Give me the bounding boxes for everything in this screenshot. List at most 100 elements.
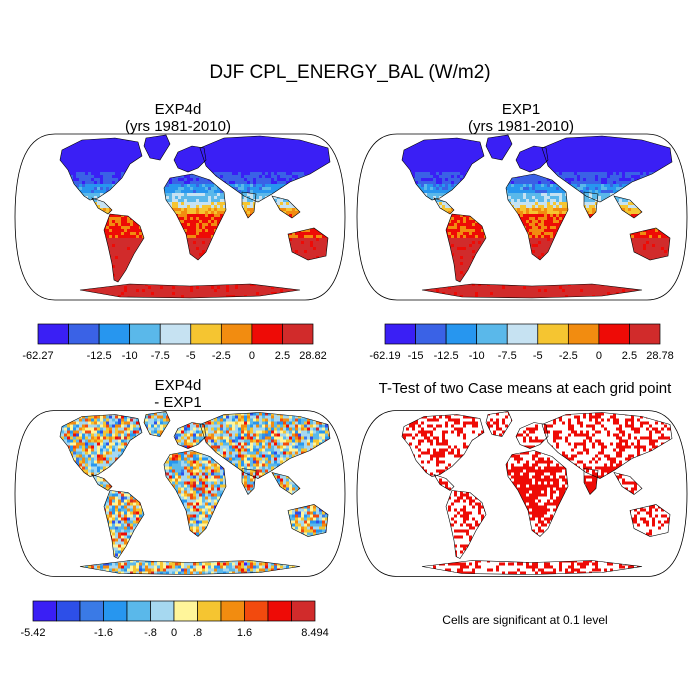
grid-cell	[121, 235, 124, 238]
grid-cell	[193, 193, 196, 196]
grid-cell	[178, 157, 181, 160]
grid-cell	[319, 151, 322, 154]
grid-cell	[187, 193, 190, 196]
grid-cell	[187, 223, 190, 226]
grid-cell	[175, 160, 178, 163]
grid-cell	[133, 226, 136, 229]
grid-cell	[277, 181, 280, 184]
grid-cell	[307, 160, 310, 163]
grid-cell	[121, 130, 124, 133]
grid-cell	[343, 139, 346, 142]
grid-cell	[286, 157, 289, 160]
grid-cell	[265, 136, 268, 139]
grid-cell	[244, 196, 247, 199]
grid-cell	[76, 145, 79, 148]
grid-cell	[349, 133, 350, 136]
grid-cell	[247, 178, 250, 181]
grid-cell	[289, 211, 292, 214]
grid-cell	[196, 238, 199, 241]
grid-cell	[100, 157, 103, 160]
grid-cell	[199, 253, 202, 256]
grid-cell	[187, 235, 190, 238]
grid-cell	[196, 247, 199, 250]
grid-cell	[244, 142, 247, 145]
grid-cell	[250, 199, 253, 202]
grid-cell	[85, 169, 88, 172]
grid-cell	[223, 160, 226, 163]
grid-cell	[10, 181, 13, 184]
grid-cell	[346, 151, 349, 154]
grid-cell	[109, 217, 112, 220]
grid-cell	[205, 208, 208, 211]
grid-cell	[298, 241, 301, 244]
grid-cell	[340, 136, 343, 139]
grid-cell	[346, 136, 349, 139]
grid-cell	[283, 142, 286, 145]
grid-cell	[199, 214, 202, 217]
grid-cell	[76, 184, 79, 187]
grid-cell	[214, 148, 217, 151]
grid-cell	[325, 241, 328, 244]
grid-cell	[100, 181, 103, 184]
grid-cell	[181, 217, 184, 220]
grid-cell	[265, 193, 268, 196]
grid-cell	[202, 208, 205, 211]
grid-cell	[304, 256, 307, 259]
grid-cell	[103, 190, 106, 193]
grid-cell	[214, 157, 217, 160]
grid-cell	[82, 157, 85, 160]
grid-cell	[184, 148, 187, 151]
grid-cell	[91, 190, 94, 193]
grid-cell	[202, 244, 205, 247]
grid-cell	[238, 190, 241, 193]
grid-cell	[136, 142, 139, 145]
grid-cell	[295, 148, 298, 151]
grid-cell	[136, 223, 139, 226]
grid-cell	[217, 148, 220, 151]
grid-cell	[91, 169, 94, 172]
grid-cell	[166, 199, 169, 202]
grid-cell	[106, 148, 109, 151]
grid-cell	[343, 136, 346, 139]
grid-cell	[271, 163, 274, 166]
grid-cell	[127, 247, 130, 250]
grid-cell	[199, 217, 202, 220]
grid-cell	[97, 145, 100, 148]
grid-cell	[130, 220, 133, 223]
grid-cell	[91, 166, 94, 169]
grid-cell	[178, 208, 181, 211]
grid-cell	[145, 145, 148, 148]
grid-cell	[13, 247, 16, 250]
grid-cell	[277, 172, 280, 175]
grid-cell	[277, 157, 280, 160]
grid-cell	[298, 154, 301, 157]
grid-cell	[133, 142, 136, 145]
grid-cell	[289, 202, 292, 205]
grid-cell	[190, 217, 193, 220]
grid-cell	[259, 172, 262, 175]
grid-cell	[10, 145, 13, 148]
grid-cell	[205, 163, 208, 166]
grid-cell	[280, 142, 283, 145]
grid-cell	[190, 130, 193, 133]
grid-cell	[265, 178, 268, 181]
grid-cell	[154, 157, 157, 160]
grid-cell	[244, 169, 247, 172]
grid-cell	[175, 187, 178, 190]
grid-cell	[181, 202, 184, 205]
grid-cell	[127, 130, 130, 133]
grid-cell	[322, 250, 325, 253]
grid-cell	[67, 163, 70, 166]
grid-cell	[349, 223, 350, 226]
grid-cell	[109, 235, 112, 238]
grid-cell	[178, 130, 181, 133]
grid-cell	[190, 184, 193, 187]
grid-cell	[301, 157, 304, 160]
grid-cell	[109, 163, 112, 166]
grid-cell	[247, 190, 250, 193]
grid-cell	[253, 175, 256, 178]
grid-cell	[133, 244, 136, 247]
grid-cell	[208, 190, 211, 193]
grid-cell	[319, 250, 322, 253]
grid-cell	[40, 130, 43, 133]
